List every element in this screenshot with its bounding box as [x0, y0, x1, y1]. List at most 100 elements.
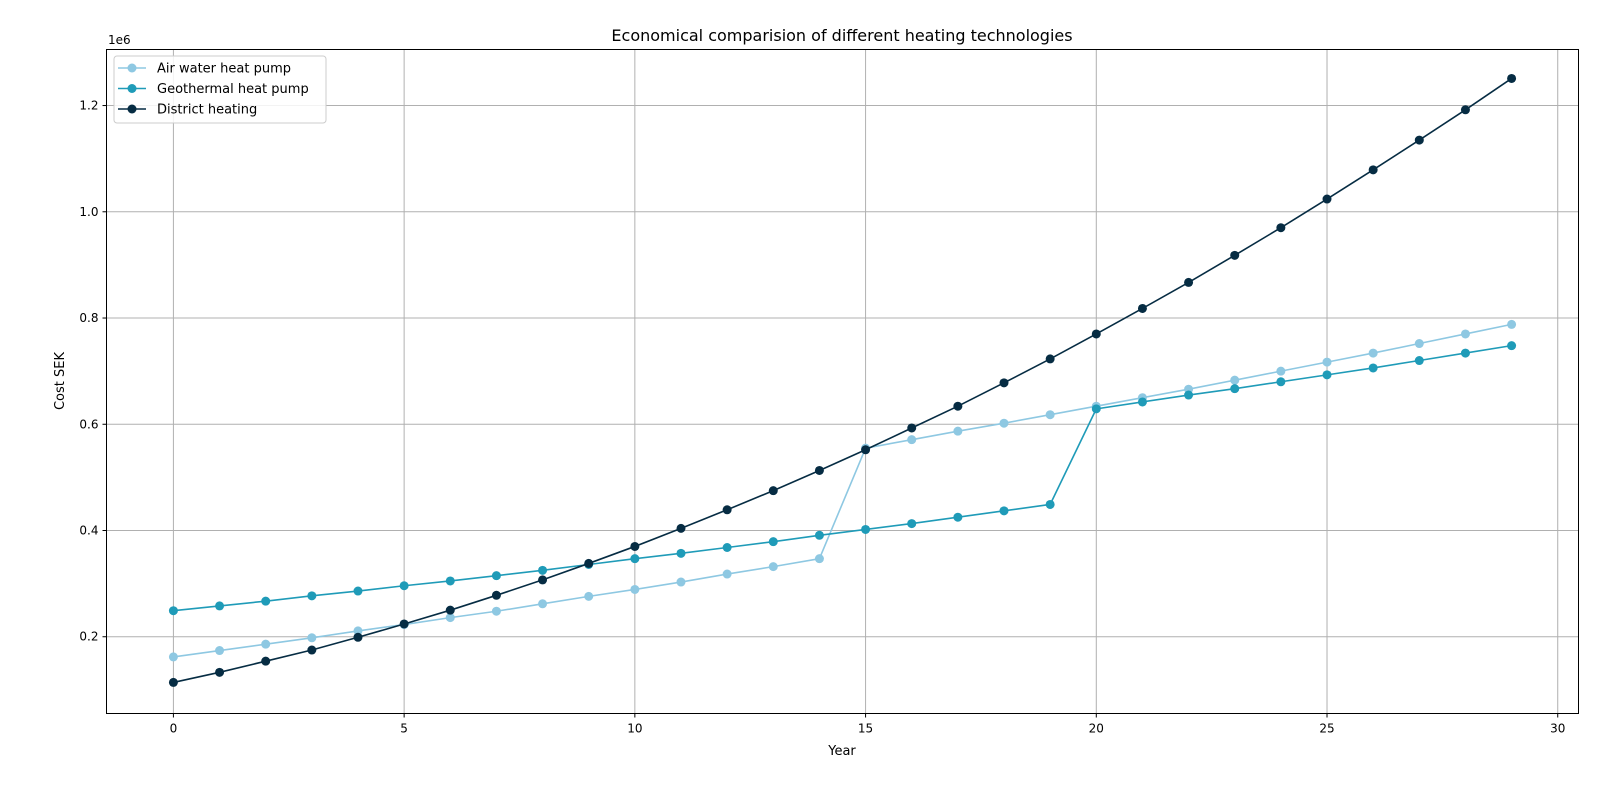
data-point — [1460, 329, 1470, 339]
y-tick-label: 0.6 — [79, 417, 98, 431]
tick-layer: 0 5 10 15 20 25 30 0.2 0.4 0.6 0.8 1.0 1.2 — [79, 99, 1565, 736]
data-point — [1414, 135, 1424, 145]
data-point — [768, 486, 778, 496]
data-point — [584, 591, 594, 601]
data-point — [999, 506, 1009, 516]
data-point — [1184, 390, 1194, 400]
data-point — [722, 569, 732, 579]
series-line — [173, 323, 1512, 658]
series-line — [173, 344, 1512, 612]
data-point — [491, 590, 501, 600]
data-point — [953, 401, 963, 411]
data-point — [538, 575, 548, 585]
data-point — [1137, 303, 1147, 313]
data-point — [307, 591, 317, 601]
x-tick-label: 25 — [1319, 722, 1334, 736]
data-point — [1322, 194, 1332, 204]
data-point — [676, 577, 686, 587]
data-point — [722, 543, 732, 552]
data-point — [1230, 250, 1240, 260]
data-point — [768, 562, 778, 572]
data-point — [1045, 410, 1055, 420]
data-point — [953, 512, 963, 522]
data-point — [953, 426, 963, 436]
data-point — [215, 601, 225, 611]
data-point — [1368, 165, 1378, 175]
data-point — [1507, 341, 1517, 351]
data-point — [1460, 105, 1470, 115]
legend-marker — [127, 84, 137, 93]
data-point — [491, 606, 501, 616]
data-point — [1230, 375, 1240, 385]
y-tick-label: 1.2 — [79, 99, 98, 113]
data-point — [1276, 366, 1286, 376]
data-point — [1507, 73, 1517, 83]
data-point — [814, 465, 824, 475]
y-tick-label: 0.8 — [79, 311, 98, 325]
data-point — [538, 565, 548, 575]
data-point — [445, 576, 455, 586]
data-point — [1045, 499, 1055, 509]
data-point — [907, 423, 917, 433]
legend-label: District heating — [157, 103, 257, 118]
data-point — [814, 554, 824, 564]
data-point — [861, 524, 871, 534]
data-point — [676, 523, 686, 533]
legend-marker — [127, 63, 137, 73]
data-point — [722, 505, 732, 515]
series-3 — [168, 73, 1517, 687]
x-tick-label: 0 — [170, 722, 178, 736]
x-axis-label: Year — [827, 744, 856, 759]
y-tick-label: 0.4 — [79, 524, 98, 538]
legend-label: Air water heat pump — [157, 62, 291, 77]
data-point — [399, 581, 409, 591]
data-point — [353, 632, 363, 642]
legend-marker — [127, 104, 137, 114]
y-tick-label: 1.0 — [79, 205, 98, 219]
data-point — [1322, 370, 1332, 380]
series-1 — [168, 319, 1517, 662]
data-point — [814, 530, 824, 540]
data-point — [445, 605, 455, 615]
series-line — [173, 77, 1513, 684]
data-point — [676, 548, 686, 558]
x-tick-label: 10 — [627, 722, 642, 736]
x-tick-label: 15 — [858, 722, 873, 736]
data-point — [445, 613, 455, 623]
chart-title: Economical comparision of different heat… — [611, 26, 1072, 45]
data-point — [1322, 357, 1332, 367]
data-point — [215, 646, 225, 656]
data-point — [1230, 384, 1240, 394]
data-point — [1091, 404, 1101, 414]
data-point — [1414, 339, 1424, 349]
data-point — [491, 571, 501, 581]
data-point — [907, 435, 917, 445]
data-point — [1368, 348, 1378, 358]
data-point — [1507, 319, 1517, 329]
data-point — [168, 606, 178, 616]
data-point — [630, 554, 640, 564]
data-point — [999, 378, 1009, 388]
x-tick-label: 30 — [1550, 722, 1565, 736]
series-2 — [168, 341, 1517, 616]
x-tick-label: 5 — [400, 722, 408, 736]
data-point — [1414, 356, 1424, 366]
data-point — [861, 445, 871, 455]
y-offset-label: 1e6 — [108, 33, 131, 47]
data-point — [584, 558, 594, 568]
legend: Air water heat pump Geothermal heat pump D… — [113, 55, 327, 124]
legend-label: Geothermal heat pump — [157, 82, 309, 97]
grid-layer — [106, 49, 1579, 714]
plot-frame — [106, 49, 1579, 714]
data-point — [168, 652, 178, 662]
data-point — [768, 537, 778, 547]
data-point — [261, 596, 271, 606]
data-point — [630, 541, 640, 551]
data-point — [215, 667, 225, 677]
data-point — [1460, 348, 1470, 358]
data-point — [1368, 363, 1378, 373]
data-point — [1091, 329, 1101, 339]
data-point — [261, 639, 271, 649]
